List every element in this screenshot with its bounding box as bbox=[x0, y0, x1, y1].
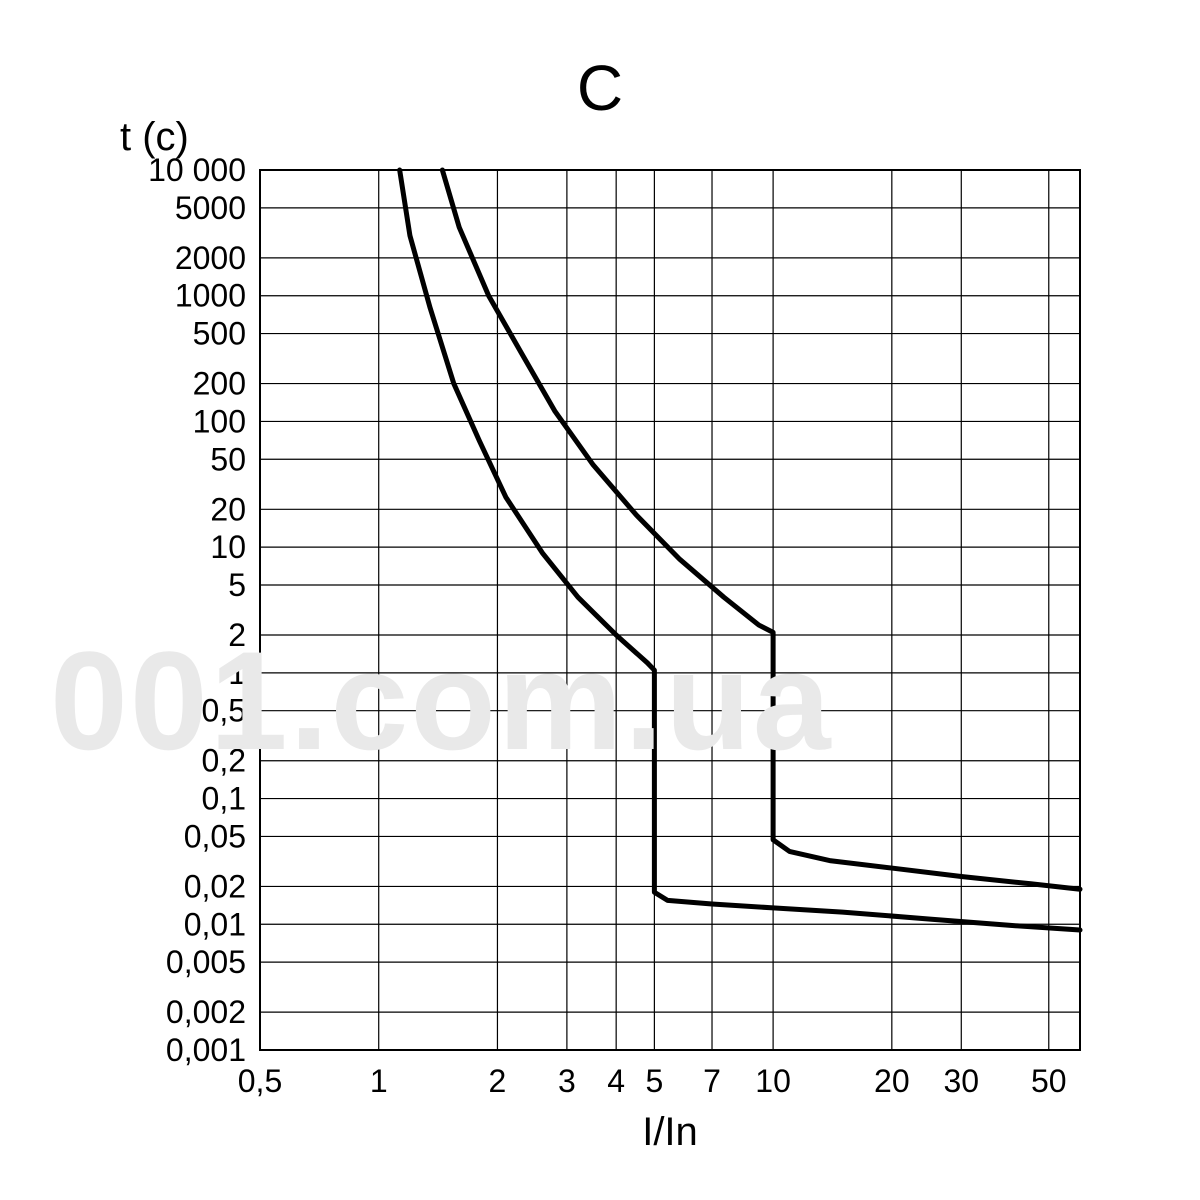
y-tick-label: 1 bbox=[228, 655, 246, 691]
y-tick-label: 0,1 bbox=[202, 781, 246, 817]
y-tick-label: 10 000 bbox=[148, 152, 246, 188]
y-tick-label: 0,005 bbox=[166, 944, 246, 980]
y-tick-label: 0,001 bbox=[166, 1032, 246, 1068]
trip-curve-upper-boundary bbox=[442, 170, 1080, 889]
x-tick-label: 20 bbox=[874, 1063, 910, 1099]
x-tick-label: 2 bbox=[489, 1063, 507, 1099]
y-tick-label: 0,5 bbox=[202, 693, 246, 729]
y-tick-label: 10 bbox=[210, 529, 246, 565]
x-tick-label: 50 bbox=[1031, 1063, 1067, 1099]
x-tick-label: 30 bbox=[943, 1063, 979, 1099]
y-tick-label: 500 bbox=[193, 316, 246, 352]
x-tick-label: 4 bbox=[607, 1063, 625, 1099]
y-tick-label: 0,2 bbox=[202, 743, 246, 779]
y-tick-label: 100 bbox=[193, 403, 246, 439]
y-tick-label: 1000 bbox=[175, 278, 246, 314]
y-tick-label: 5000 bbox=[175, 190, 246, 226]
plot-border bbox=[260, 170, 1080, 1050]
x-tick-label: 5 bbox=[645, 1063, 663, 1099]
y-tick-label: 20 bbox=[210, 491, 246, 527]
y-tick-label: 200 bbox=[193, 366, 246, 402]
y-tick-label: 50 bbox=[210, 441, 246, 477]
y-tick-label: 5 bbox=[228, 567, 246, 603]
trip-curve-lower-boundary bbox=[400, 170, 1080, 930]
y-tick-label: 0,05 bbox=[184, 818, 246, 854]
x-tick-label: 1 bbox=[370, 1063, 388, 1099]
chart-title: C bbox=[577, 52, 623, 124]
x-axis-label: I/In bbox=[642, 1110, 698, 1154]
x-tick-label: 0,5 bbox=[238, 1063, 282, 1099]
y-tick-label: 0,01 bbox=[184, 906, 246, 942]
y-tick-label: 0,002 bbox=[166, 994, 246, 1030]
trip-curve-chart: Ct (c)10 0005000200010005002001005020105… bbox=[0, 0, 1200, 1200]
y-tick-label: 0,02 bbox=[184, 868, 246, 904]
x-tick-label: 7 bbox=[703, 1063, 721, 1099]
x-tick-label: 10 bbox=[755, 1063, 791, 1099]
y-tick-label: 2 bbox=[228, 617, 246, 653]
y-tick-label: 2000 bbox=[175, 240, 246, 276]
x-tick-label: 3 bbox=[558, 1063, 576, 1099]
